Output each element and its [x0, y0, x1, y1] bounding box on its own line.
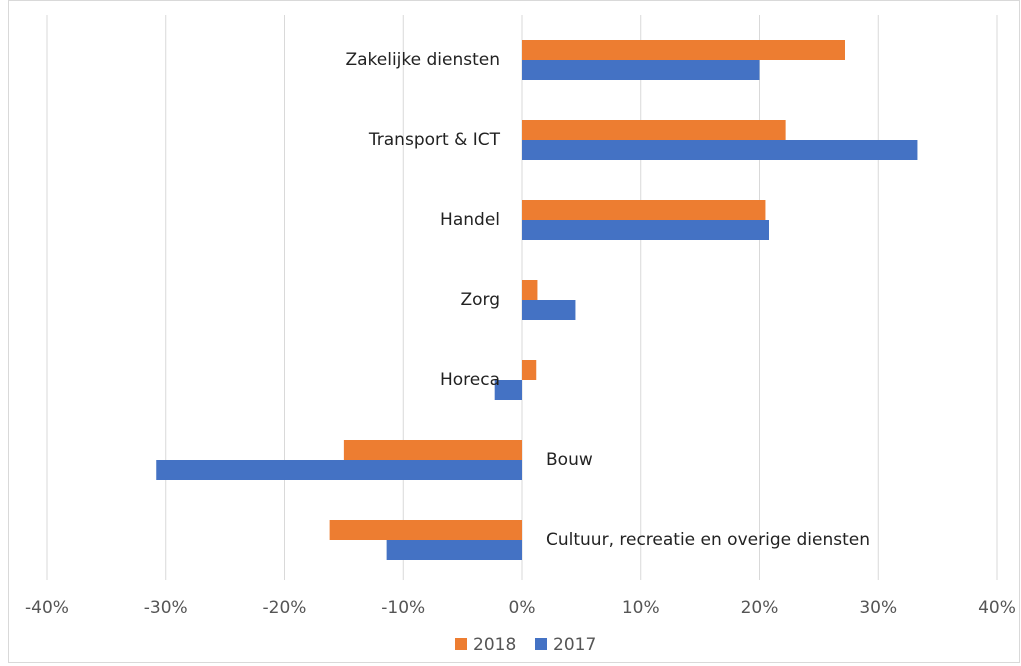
bar — [522, 200, 766, 220]
bar — [343, 440, 522, 460]
category-label: Horeca — [440, 370, 500, 390]
x-tick-label: 40% — [978, 598, 1016, 618]
category-label: Zorg — [460, 290, 500, 310]
bar — [156, 460, 522, 480]
category-label: Transport & ICT — [368, 130, 501, 150]
bar — [329, 520, 522, 540]
x-tick-label: 30% — [859, 598, 897, 618]
x-tick-label: 0% — [509, 598, 536, 618]
x-tick-label: -30% — [144, 598, 188, 618]
legend-label: 2018 — [473, 635, 516, 655]
x-tick-label: -40% — [25, 598, 69, 618]
bar — [522, 140, 918, 160]
x-tick-label: 20% — [741, 598, 779, 618]
bar — [386, 540, 522, 560]
bar — [522, 280, 538, 300]
x-tick-label: -20% — [263, 598, 307, 618]
bar — [522, 360, 537, 380]
bar — [522, 300, 576, 320]
bar — [522, 40, 845, 60]
x-tick-label: -10% — [381, 598, 425, 618]
bar — [494, 380, 522, 400]
bar — [522, 60, 760, 80]
bar — [522, 220, 769, 240]
bar — [522, 120, 786, 140]
category-label: Zakelijke diensten — [345, 50, 500, 70]
legend-swatch — [535, 638, 547, 650]
chart-frame — [8, 0, 1020, 663]
category-label: Cultuur, recreatie en overige diensten — [546, 530, 870, 550]
category-label: Handel — [440, 210, 500, 230]
x-tick-label: 10% — [622, 598, 660, 618]
category-label: Bouw — [546, 450, 593, 470]
legend-label: 2017 — [553, 635, 596, 655]
legend-swatch — [455, 638, 467, 650]
